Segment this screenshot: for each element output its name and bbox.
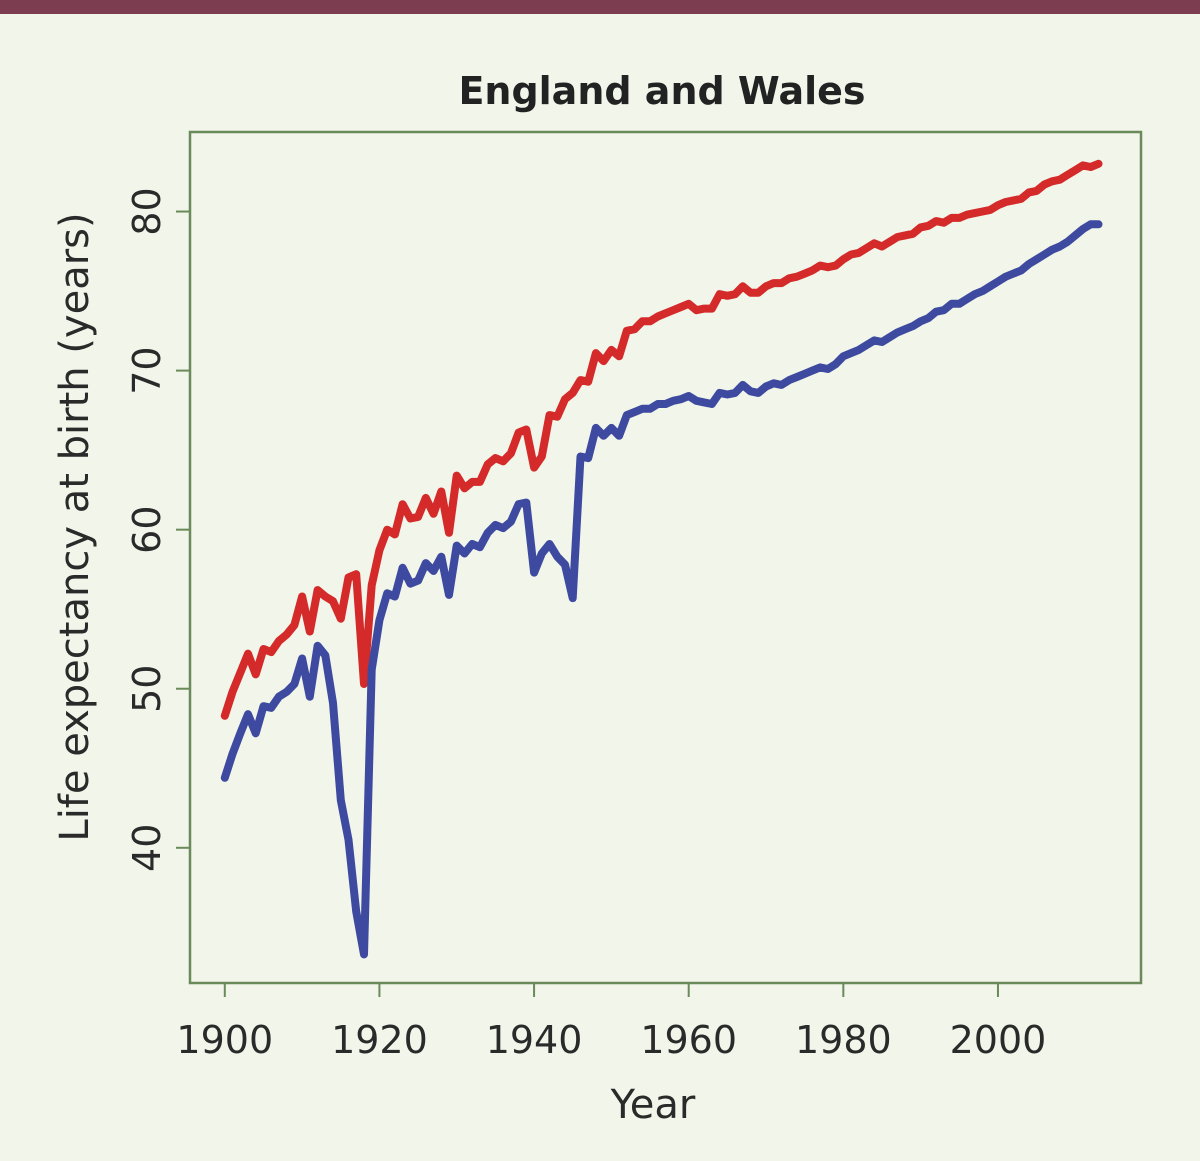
y-tick-label: 60 (125, 505, 169, 553)
x-tick-label: 1900 (176, 1018, 273, 1062)
series-line-1 (220, 159, 1103, 720)
y-tick-label: 70 (125, 346, 169, 394)
y-tick-label: 50 (125, 665, 169, 713)
plot-frame (188, 130, 1143, 985)
y-axis: 40 50 60 70 80 (125, 187, 191, 872)
series-line-2 (220, 220, 1103, 959)
x-tick-label: 2000 (950, 1018, 1047, 1062)
x-axis-label: Year (610, 1082, 696, 1128)
top-accent-bar (0, 0, 1200, 14)
y-tick-label: 80 (125, 187, 169, 235)
y-tick-label: 40 (125, 824, 169, 872)
x-axis: 1900 1920 1940 1960 1980 2000 (176, 982, 1047, 1062)
series-layer (220, 159, 1103, 959)
y-axis-label: Life expectancy at birth (years) (52, 212, 98, 841)
x-tick-label: 1920 (331, 1018, 428, 1062)
x-tick-label: 1960 (640, 1018, 737, 1062)
x-tick-label: 1940 (486, 1018, 583, 1062)
x-tick-label: 1980 (795, 1018, 892, 1062)
chart-title: England and Wales (458, 69, 865, 113)
